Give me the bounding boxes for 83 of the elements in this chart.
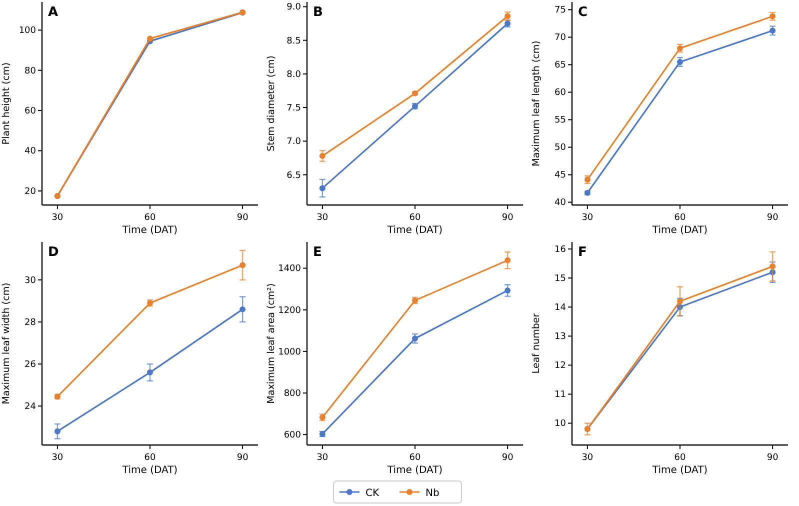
y-tick-label: 12 [554,361,566,372]
x-tick-label: 60 [409,213,421,223]
chart-title: B [313,5,323,20]
point [240,306,246,312]
y-axis-title: Maximum leaf area (cm²) [266,283,277,404]
y-axis-title: Plant height (cm) [1,62,12,145]
y-tick-label: 28 [24,318,36,328]
y-tick-label: 60 [24,106,36,117]
x-axis-title: Time (DAT) [386,225,443,236]
y-tick-label: 14 [554,303,566,314]
y-axis-title: Maximum leaf width (cm) [1,282,12,404]
y-tick-label: 1200 [278,306,302,316]
x-tick-label: 60 [144,453,156,463]
y-tick-label: 65 [554,60,566,71]
y-tick-label: 30 [24,276,36,286]
y-tick-label: 24 [24,402,36,412]
x-tick-label: 30 [52,213,64,223]
y-tick-label: 9.0 [286,2,302,13]
x-tick-label: 30 [52,453,64,463]
x-axis-title: Time (DAT) [386,465,443,476]
y-tick-label: 1400 [278,264,302,274]
y-axis-title: Maximum leaf length (cm) [531,40,542,166]
point [319,185,326,192]
x-tick-label: 30 [582,213,594,223]
y-tick-label: 50 [554,143,566,154]
y-tick-label: 8.0 [286,70,302,80]
x-axis-title: Time (DAT) [651,465,708,476]
y-tick-label: 7.5 [286,104,301,114]
y-tick-label: 11 [554,390,566,400]
y-axis-title: Stem diameter (cm) [266,56,277,152]
y-tick-label: 60 [554,88,566,98]
y-tick-label: 80 [24,66,36,76]
x-tick-label: 60 [409,453,421,463]
x-tick-label: 90 [766,453,779,463]
y-tick-label: 800 [284,389,302,399]
point [54,428,60,434]
x-axis-title: Time (DAT) [651,225,708,236]
x-axis-title: Time (DAT) [121,465,178,476]
y-tick-label: 40 [554,198,566,208]
y-tick-label: 26 [24,360,36,370]
x-axis-title: Time (DAT) [121,225,178,236]
point [770,28,776,34]
point [319,152,326,159]
chart-title: C [578,5,588,20]
x-tick-label: 30 [316,453,328,463]
y-tick-label: 13 [554,332,566,342]
chart-title: A [48,5,58,20]
y-tick-label: 75 [554,6,566,16]
y-tick-label: 1000 [278,347,302,358]
y-tick-label: 40 [24,146,36,157]
y-tick-label: 55 [554,116,566,126]
chart-title: D [48,245,59,260]
x-tick-label: 30 [316,213,328,223]
y-tick-label: 15 [554,274,566,284]
y-tick-label: 7.0 [286,137,302,148]
x-tick-label: 90 [766,213,779,223]
x-tick-label: 60 [674,453,686,463]
x-tick-label: 60 [144,213,156,223]
point [504,287,511,294]
legend-label: CK [366,488,380,499]
x-tick-label: 90 [502,453,514,463]
x-tick-label: 90 [502,213,514,223]
chart-title: F [578,245,587,260]
x-tick-label: 90 [236,453,249,463]
y-tick-label: 100 [18,26,36,36]
y-axis-title: Leaf number [531,313,542,374]
x-tick-label: 30 [582,453,594,463]
y-tick-label: 16 [554,244,566,255]
y-tick-label: 8.5 [286,36,301,46]
point [147,36,153,42]
point [147,369,153,376]
point [504,257,511,264]
point [240,262,246,268]
y-tick-label: 600 [284,430,302,441]
y-tick-label: 6.5 [286,170,301,181]
y-tick-label: 10 [554,419,566,430]
y-tick-label: 45 [554,170,566,181]
y-tick-label: 70 [554,33,566,44]
x-tick-label: 90 [236,213,249,223]
legend-label: Nb [426,488,440,499]
y-tick-label: 20 [24,186,36,197]
chart-title: E [313,245,322,260]
x-tick-label: 60 [674,213,686,223]
